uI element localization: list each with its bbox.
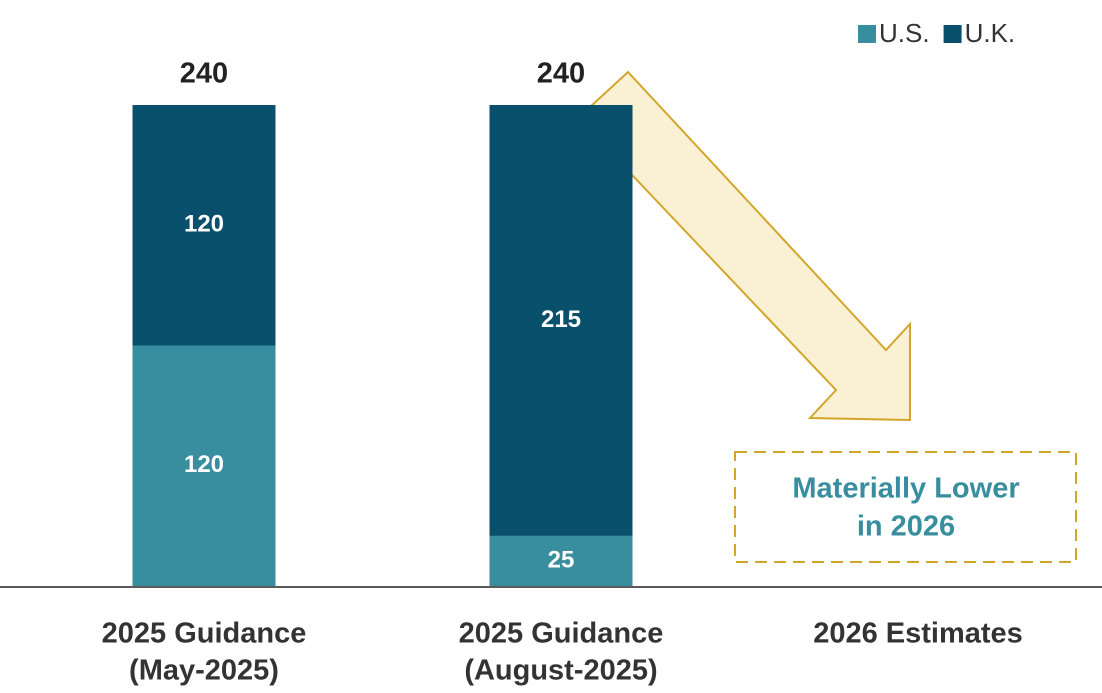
data-label: 120 [184,451,224,478]
x-tick-label: 2025 Guidance [102,618,307,650]
data-label: 215 [541,306,581,333]
data-label: 120 [184,211,224,238]
annotation: in 2026 [857,511,955,543]
bar-segment [489,105,633,536]
legend-swatch [858,25,876,43]
legend-label: U.K. [965,18,1016,48]
legend-label: U.S. [879,18,930,48]
x-tick-label: 2026 Estimates [813,618,1023,650]
total-label: 240 [537,58,585,90]
bar-segment [489,535,633,586]
data-label: 25 [548,546,575,573]
x-tick-label: (May-2025) [129,655,279,687]
total-label: 240 [180,58,228,90]
x-tick-label: (August-2025) [464,655,657,687]
bar-segment [132,105,276,346]
legend-swatch [943,25,962,43]
x-tick-label: 2025 Guidance [459,618,664,650]
annotation: Materially Lower [792,473,1019,505]
annotation-box [734,451,1077,563]
bar-segment [132,345,276,586]
